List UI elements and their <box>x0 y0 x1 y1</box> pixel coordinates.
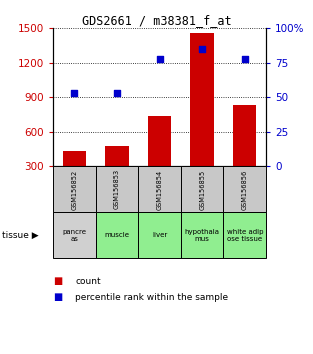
Text: muscle: muscle <box>105 233 130 238</box>
Point <box>115 90 120 96</box>
Text: tissue ▶: tissue ▶ <box>2 231 38 240</box>
Text: GSM156856: GSM156856 <box>242 169 248 210</box>
Text: ■: ■ <box>53 292 63 302</box>
Text: GSM156852: GSM156852 <box>71 169 78 210</box>
Text: white adip
ose tissue: white adip ose tissue <box>227 229 263 242</box>
Text: GSM156855: GSM156855 <box>199 169 205 210</box>
Text: pancre
as: pancre as <box>63 229 86 242</box>
Point <box>242 56 247 62</box>
Bar <box>148 116 171 166</box>
Point <box>200 46 205 52</box>
Text: percentile rank within the sample: percentile rank within the sample <box>75 293 228 302</box>
Text: ■: ■ <box>53 276 63 286</box>
Text: GDS2661 / m38381_f_at: GDS2661 / m38381_f_at <box>82 14 231 27</box>
Point <box>72 90 77 96</box>
Text: hypothala
mus: hypothala mus <box>185 229 220 242</box>
Point <box>157 56 162 62</box>
Bar <box>105 146 129 166</box>
Bar <box>233 105 256 166</box>
Text: liver: liver <box>152 233 167 238</box>
Text: GSM156854: GSM156854 <box>156 169 163 210</box>
Text: count: count <box>75 277 101 286</box>
Bar <box>191 33 214 166</box>
Text: GSM156853: GSM156853 <box>114 169 120 210</box>
Bar <box>63 152 86 166</box>
